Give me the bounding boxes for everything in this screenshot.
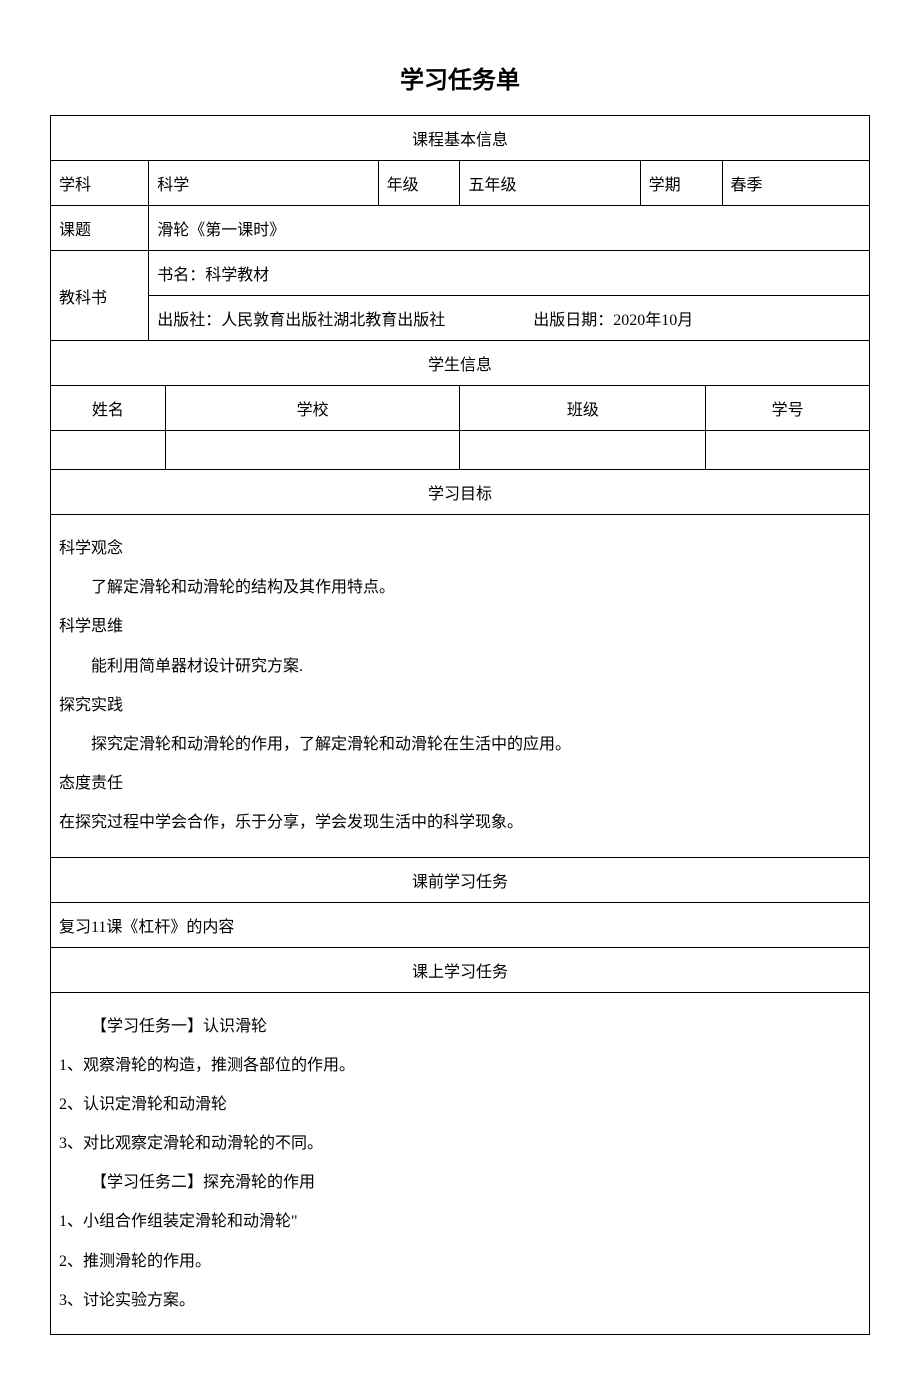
obj-p3: 探究定滑轮和动滑轮的作用，了解定滑轮和动滑轮在生活中的应用。 [59, 727, 861, 762]
name-label: 姓名 [51, 386, 166, 431]
book-name: 书名：科学教材 [149, 251, 870, 296]
objectives-content: 科学观念 了解定滑轮和动滑轮的结构及其作用特点。 科学思维 能利用简单器材设计研… [51, 515, 870, 858]
pretask-header: 课前学习任务 [51, 857, 870, 902]
class-label: 班级 [460, 386, 706, 431]
task2-2: 2、推测滑轮的作用。 [59, 1244, 861, 1279]
task1-title: 【学习任务一】认识滑轮 [59, 1009, 861, 1044]
worksheet-table: 课程基本信息 学科 科学 年级 五年级 学期 春季 课题 滑轮《第一课时》 教科… [50, 115, 870, 386]
topic-value: 滑轮《第一课时》 [149, 206, 870, 251]
subject-value: 科学 [149, 161, 378, 206]
student-info-header: 学生信息 [51, 341, 870, 386]
id-value [706, 431, 870, 470]
content-table: 学习目标 科学观念 了解定滑轮和动滑轮的结构及其作用特点。 科学思维 能利用简单… [50, 470, 870, 1335]
obj-h3: 探究实践 [59, 688, 861, 723]
school-label: 学校 [165, 386, 460, 431]
grade-label: 年级 [378, 161, 460, 206]
student-info-table: 姓名 学校 班级 学号 [50, 386, 870, 470]
page-title: 学习任务单 [50, 60, 870, 95]
task2-title: 【学习任务二】探充滑轮的作用 [59, 1165, 861, 1200]
obj-p4: 在探究过程中学会合作，乐于分享，学会发现生活中的科学现象。 [59, 805, 861, 840]
subject-label: 学科 [51, 161, 149, 206]
obj-p1: 了解定滑轮和动滑轮的结构及其作用特点。 [59, 570, 861, 605]
term-label: 学期 [640, 161, 722, 206]
grade-value: 五年级 [460, 161, 640, 206]
obj-h1: 科学观念 [59, 531, 861, 566]
obj-h4: 态度责任 [59, 766, 861, 801]
task1-1: 1、观察滑轮的构造，推测各部位的作用。 [59, 1048, 861, 1083]
pub-date: 出版日期：2020年10月 [533, 312, 693, 329]
school-value [165, 431, 460, 470]
textbook-label: 教科书 [51, 251, 149, 341]
topic-label: 课题 [51, 206, 149, 251]
publisher-row: 出版社：人民敦育出版社湖北教育出版社 出版日期：2020年10月 [149, 296, 870, 341]
task2-3: 3、讨论实验方案。 [59, 1283, 861, 1318]
id-label: 学号 [706, 386, 870, 431]
objectives-header: 学习目标 [51, 470, 870, 515]
class-value [460, 431, 706, 470]
task1-2: 2、认识定滑轮和动滑轮 [59, 1087, 861, 1122]
classtask-header: 课上学习任务 [51, 947, 870, 992]
publisher: 出版社：人民敦育出版社湖北教育出版社 [157, 312, 445, 329]
obj-h2: 科学思维 [59, 609, 861, 644]
term-value: 春季 [722, 161, 869, 206]
classtask-content: 【学习任务一】认识滑轮 1、观察滑轮的构造，推测各部位的作用。 2、认识定滑轮和… [51, 992, 870, 1335]
pretask-content: 复习11课《杠杆》的内容 [51, 902, 870, 947]
obj-p2: 能利用简单器材设计研究方案. [59, 649, 861, 684]
name-value [51, 431, 166, 470]
task1-3: 3、对比观察定滑轮和动滑轮的不同。 [59, 1126, 861, 1161]
task2-1: 1、小组合作组装定滑轮和动滑轮" [59, 1204, 861, 1239]
basic-info-header: 课程基本信息 [51, 116, 870, 161]
